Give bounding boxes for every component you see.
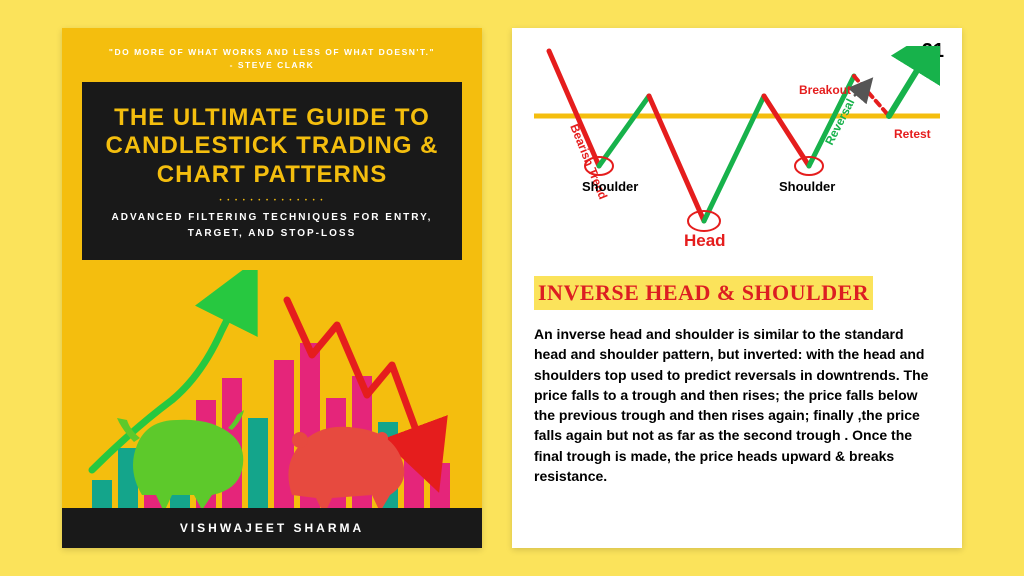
author-name: VISHWAJEET SHARMA <box>180 521 364 535</box>
divider-dots: • • • • • • • • • • • • • • <box>100 198 444 204</box>
inverse-hs-svg: Bearish Trend Shoulder Head Shoulder Rev… <box>534 46 940 256</box>
pattern-page-panel: 21 <box>512 28 962 548</box>
shoulder-label-1: Shoulder <box>582 179 638 194</box>
bars-and-animals-svg <box>82 270 462 520</box>
pattern-diagram: Bearish Trend Shoulder Head Shoulder Rev… <box>534 46 940 256</box>
breakout-label: Breakout <box>799 83 851 97</box>
pattern-title-wrap: INVERSE HEAD & SHOULDER <box>534 276 940 310</box>
author-bar: VISHWAJEET SHARMA <box>62 508 482 548</box>
pattern-title: INVERSE HEAD & SHOULDER <box>534 276 873 310</box>
book-title: THE ULTIMATE GUIDE TO CANDLESTICK TRADIN… <box>100 104 444 190</box>
book-subtitle: ADVANCED FILTERING TECHNIQUES FOR ENTRY,… <box>100 210 444 242</box>
pattern-description: An inverse head and shoulder is similar … <box>534 324 940 486</box>
shoulder-label-2: Shoulder <box>779 179 835 194</box>
book-cover-panel: "DO MORE OF WHAT WORKS AND LESS OF WHAT … <box>62 28 482 548</box>
title-box: THE ULTIMATE GUIDE TO CANDLESTICK TRADIN… <box>82 82 462 260</box>
cover-chart-illustration <box>82 270 462 520</box>
cover-quote: "DO MORE OF WHAT WORKS AND LESS OF WHAT … <box>82 46 462 72</box>
retest-label: Retest <box>894 127 931 141</box>
head-label: Head <box>684 231 726 250</box>
